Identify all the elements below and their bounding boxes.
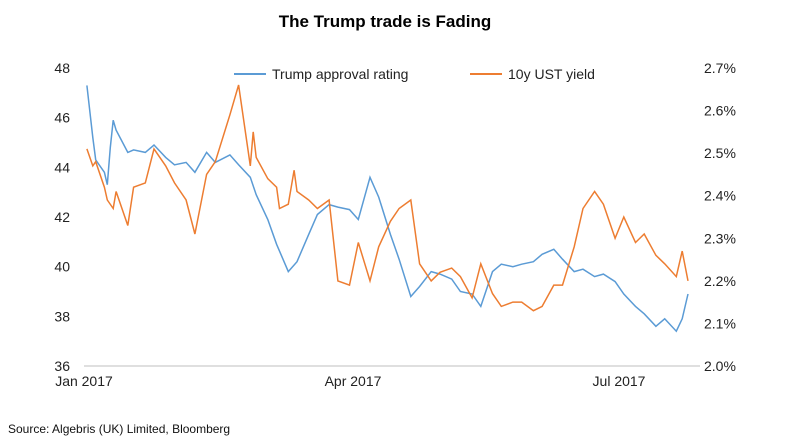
left-tick-label: 40: [54, 259, 70, 275]
left-tick-label: 44: [54, 159, 70, 175]
right-tick-label: 2.6%: [704, 103, 736, 119]
chart-title: The Trump trade is Fading: [279, 12, 492, 31]
left-tick-label: 48: [54, 60, 70, 76]
left-axis-ticks: 36 38 40 42 44 46 48: [54, 60, 70, 374]
left-tick-label: 46: [54, 110, 70, 126]
legend-label-approval: Trump approval rating: [272, 66, 408, 82]
x-tick-label: Jul 2017: [593, 373, 646, 389]
left-tick-label: 36: [54, 358, 70, 374]
x-tick-label: Jan 2017: [55, 373, 113, 389]
left-tick-label: 38: [54, 308, 70, 324]
x-axis-ticks: Jan 2017 Apr 2017 Jul 2017: [55, 373, 645, 389]
series-line-10y-ust-yield: [86, 84, 689, 312]
x-tick-label: Apr 2017: [325, 373, 382, 389]
right-axis-ticks: 2.0% 2.1% 2.2% 2.3% 2.4% 2.5% 2.6% 2.7%: [704, 60, 736, 374]
legend-label-yield: 10y UST yield: [508, 66, 595, 82]
source-note: Source: Algebris (UK) Limited, Bloomberg: [8, 422, 231, 436]
chart: The Trump trade is Fading Trump approval…: [54, 12, 736, 389]
series-line-trump-approval: [86, 85, 689, 333]
left-tick-label: 42: [54, 209, 70, 225]
right-tick-label: 2.1%: [704, 315, 736, 331]
right-tick-label: 2.7%: [704, 60, 736, 76]
right-tick-label: 2.0%: [704, 358, 736, 374]
right-tick-label: 2.4%: [704, 188, 736, 204]
right-tick-label: 2.3%: [704, 230, 736, 246]
legend: Trump approval rating 10y UST yield: [234, 66, 595, 82]
right-tick-label: 2.2%: [704, 273, 736, 289]
right-tick-label: 2.5%: [704, 145, 736, 161]
